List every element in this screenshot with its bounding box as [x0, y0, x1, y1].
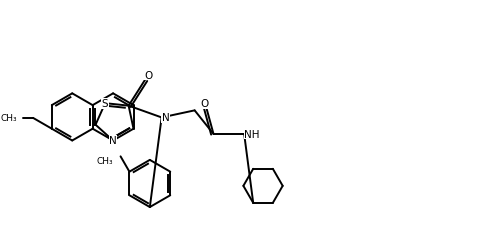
Text: N: N [109, 136, 117, 146]
Text: CH₃: CH₃ [96, 156, 113, 165]
Text: S: S [102, 99, 108, 109]
Text: N: N [161, 113, 170, 123]
Text: NH: NH [244, 129, 260, 139]
Text: O: O [144, 70, 152, 80]
Text: O: O [201, 99, 209, 109]
Text: CH₃: CH₃ [1, 114, 17, 123]
